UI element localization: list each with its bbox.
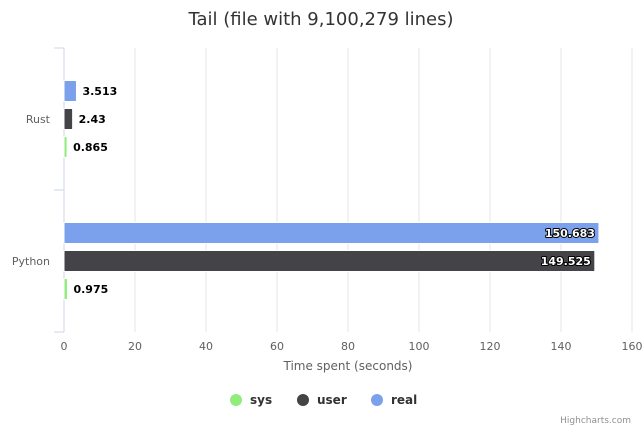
legend-label-real: real bbox=[391, 393, 417, 407]
data-label-python-user: 149.525 bbox=[541, 255, 591, 268]
bar-python-user[interactable] bbox=[63, 250, 596, 272]
legend-item-real[interactable]: real bbox=[371, 393, 417, 407]
x-tick-label: 160 bbox=[622, 340, 642, 353]
bar-rust-sys[interactable] bbox=[63, 136, 68, 158]
x-tick-label: 0 bbox=[61, 340, 68, 353]
chart-title: Tail (file with 9,100,279 lines) bbox=[187, 9, 453, 30]
data-label-rust-sys: 0.865 bbox=[73, 141, 108, 154]
legend-symbol-sys bbox=[230, 394, 242, 406]
legend-label-sys: sys bbox=[250, 393, 272, 407]
legend: sys user real bbox=[230, 393, 417, 407]
legend-symbol-user bbox=[297, 394, 309, 406]
x-tick-label: 80 bbox=[341, 340, 355, 353]
data-label-rust-real: 3.513 bbox=[82, 85, 117, 98]
category-axis: Rust Python bbox=[12, 47, 65, 333]
legend-label-user: user bbox=[317, 393, 347, 407]
bar-python-sys[interactable] bbox=[63, 278, 68, 300]
category-label-rust: Rust bbox=[26, 113, 51, 126]
bar-python-real[interactable] bbox=[63, 222, 600, 244]
legend-symbol-real bbox=[371, 394, 383, 406]
data-label-python-sys: 0.975 bbox=[73, 283, 108, 296]
x-tick-label: 20 bbox=[128, 340, 142, 353]
x-tick-label: 60 bbox=[270, 340, 284, 353]
bar-rust-user[interactable] bbox=[63, 108, 74, 130]
legend-item-user[interactable]: user bbox=[297, 393, 347, 407]
category-label-python: Python bbox=[12, 255, 50, 268]
plot-area: 3.513 2.43 0.865 150.683 149.525 0.975 bbox=[63, 80, 600, 300]
grid-lines bbox=[134, 48, 633, 332]
x-tick-label: 120 bbox=[480, 340, 501, 353]
data-label-rust-user: 2.43 bbox=[79, 113, 106, 126]
x-tick-label: 140 bbox=[551, 340, 572, 353]
credits-link[interactable]: Highcharts.com bbox=[560, 416, 631, 426]
x-tick-label: 100 bbox=[409, 340, 430, 353]
value-axis: 0 20 40 60 80 100 120 140 160 bbox=[61, 340, 642, 353]
bar-rust-real[interactable] bbox=[63, 80, 77, 102]
x-tick-label: 40 bbox=[199, 340, 213, 353]
legend-item-sys[interactable]: sys bbox=[230, 393, 272, 407]
x-axis-title: Time spent (seconds) bbox=[283, 359, 413, 373]
data-label-python-real: 150.683 bbox=[545, 227, 595, 240]
